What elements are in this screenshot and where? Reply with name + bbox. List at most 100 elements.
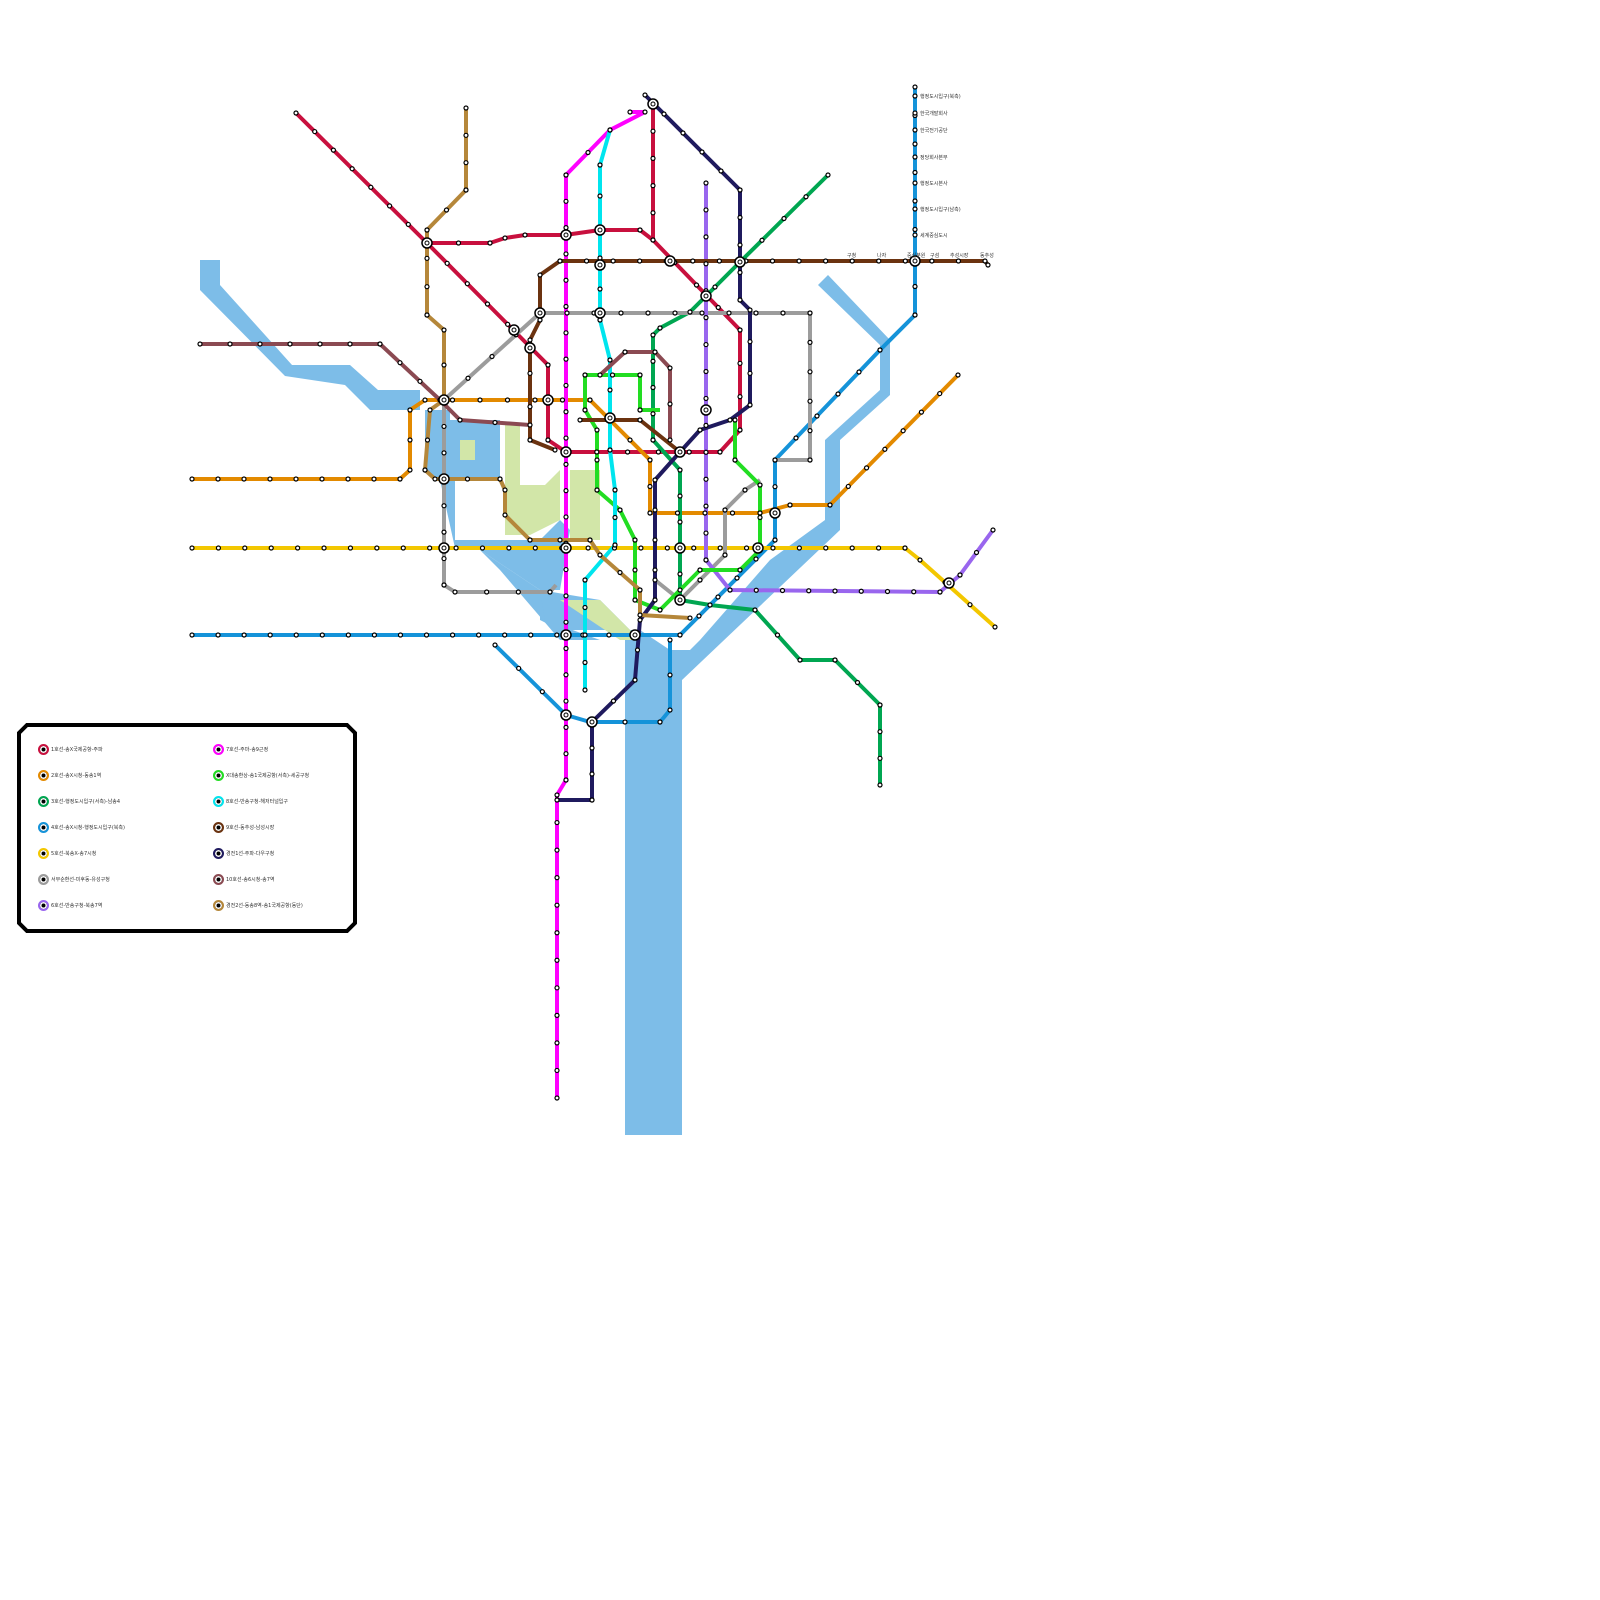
station-marker[interactable] [492,419,498,426]
station-marker[interactable] [577,417,583,423]
station-marker[interactable] [345,476,351,482]
station-marker[interactable] [825,172,831,178]
station-marker[interactable] [854,679,861,686]
station-marker[interactable] [622,349,628,355]
station-marker[interactable] [652,567,658,573]
station-marker[interactable] [652,577,658,583]
station-marker[interactable] [661,111,667,117]
station-marker[interactable] [257,341,263,347]
station-marker[interactable] [747,402,753,408]
station-marker[interactable] [606,632,612,638]
station-marker[interactable] [293,632,299,638]
station-marker[interactable] [585,149,591,156]
station-marker[interactable] [374,545,380,551]
station-marker[interactable] [417,378,423,384]
station-marker[interactable] [321,545,327,551]
station-marker[interactable] [727,417,733,423]
station-marker[interactable] [497,476,503,482]
station-marker[interactable] [610,698,617,704]
station-marker[interactable] [267,476,273,482]
station-marker[interactable] [597,286,603,292]
station-marker[interactable] [407,407,413,413]
station-marker[interactable] [697,577,703,583]
station-marker[interactable] [527,404,533,410]
station-marker[interactable] [650,437,656,443]
station-marker[interactable] [937,390,943,397]
line-3[interactable] [651,173,882,785]
station-marker[interactable] [757,482,763,488]
station-marker[interactable] [612,542,618,548]
station-marker[interactable] [781,215,787,222]
station-marker[interactable] [737,567,743,573]
station-marker[interactable] [677,571,683,577]
station-marker[interactable] [637,417,643,423]
station-marker[interactable] [453,545,459,551]
station-marker[interactable] [652,507,658,513]
station-marker[interactable] [504,397,511,403]
station-marker[interactable] [377,341,383,347]
station-marker[interactable] [807,398,813,404]
station-marker[interactable] [982,258,988,264]
station-marker[interactable] [465,375,471,381]
station-marker[interactable] [849,545,855,551]
station-marker[interactable] [607,357,613,363]
line-9[interactable] [583,375,762,612]
station-marker[interactable] [293,476,299,482]
station-marker[interactable] [680,130,686,136]
station-marker[interactable] [753,587,759,593]
station-marker[interactable] [597,372,603,378]
station-marker[interactable] [637,227,643,233]
station-marker[interactable] [645,310,651,316]
station-marker[interactable] [737,297,743,303]
station-marker[interactable] [610,258,616,264]
station-marker[interactable] [582,687,588,693]
station-marker[interactable] [691,545,697,551]
station-marker[interactable] [652,349,658,355]
station-marker[interactable] [215,545,222,551]
station-marker[interactable] [793,435,799,441]
station-marker[interactable] [858,588,864,594]
station-marker[interactable] [622,719,628,725]
station-marker[interactable] [845,483,851,490]
station-marker[interactable] [835,391,841,397]
station-marker[interactable] [902,258,908,264]
station-marker[interactable] [554,985,560,991]
station-marker[interactable] [528,632,534,638]
station-marker[interactable] [787,502,793,508]
station-marker[interactable] [703,395,709,402]
line-4[interactable] [192,87,917,637]
station-marker[interactable] [717,545,723,551]
station-marker[interactable] [703,557,709,563]
station-marker[interactable] [912,232,918,238]
station-marker[interactable] [712,284,718,290]
station-marker[interactable] [753,310,759,316]
station-marker[interactable] [582,577,588,583]
station-marker[interactable] [722,552,728,558]
station-marker[interactable] [607,447,613,453]
station-marker[interactable] [612,514,618,521]
station-marker[interactable] [516,665,522,671]
station-marker[interactable] [563,514,569,520]
station-marker[interactable] [527,537,533,543]
station-marker[interactable] [693,282,700,288]
station-marker[interactable] [386,203,393,209]
station-marker[interactable] [552,447,558,453]
station-marker[interactable] [424,227,430,233]
station-marker[interactable] [667,365,673,371]
station-marker[interactable] [397,476,403,482]
station-marker[interactable] [632,567,638,573]
station-marker[interactable] [564,310,570,316]
station-marker[interactable] [912,84,918,90]
station-marker[interactable] [537,272,543,278]
station-marker[interactable] [912,226,918,233]
station-marker[interactable] [585,545,591,551]
station-marker[interactable] [607,387,613,393]
station-marker[interactable] [707,602,713,608]
station-marker[interactable] [597,162,603,168]
station-marker[interactable] [563,435,569,441]
station-marker[interactable] [955,372,961,378]
station-marker[interactable] [957,572,963,578]
station-marker[interactable] [532,545,538,551]
station-marker[interactable] [757,510,763,516]
station-marker[interactable] [463,105,469,111]
